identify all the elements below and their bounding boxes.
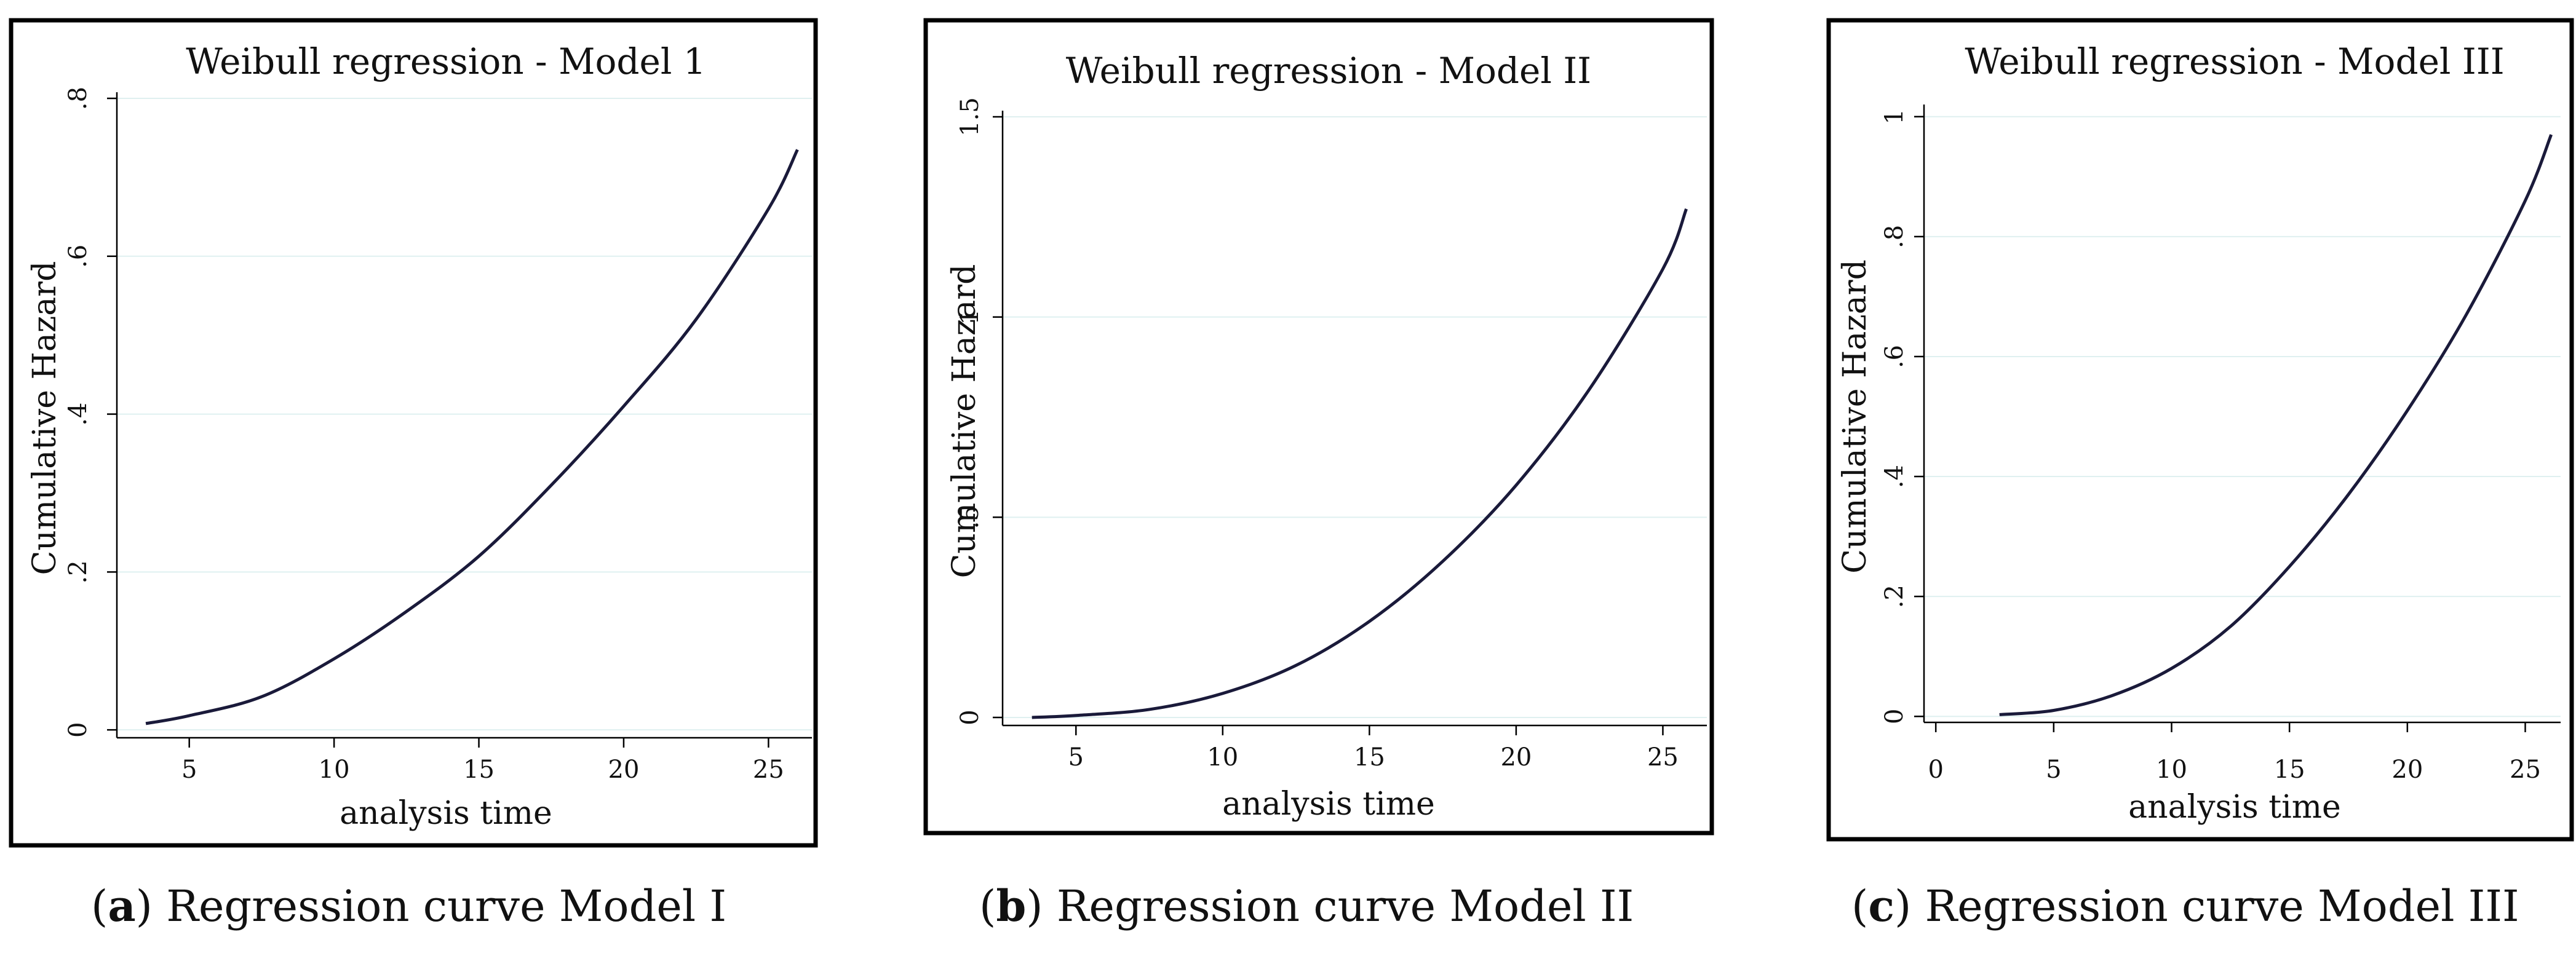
y-tick-label: 0: [1880, 709, 1909, 724]
caption-letter-c: c: [1868, 880, 1894, 931]
y-tick-label: 1: [1880, 109, 1909, 124]
caption-a: (a) Regression curve Model I: [91, 880, 727, 931]
x-tick-label: 15: [463, 756, 495, 784]
chart-frame: [923, 18, 1714, 836]
x-tick-label: 0: [1928, 756, 1943, 784]
x-axis-label: analysis time: [340, 795, 552, 832]
y-tick-label: .6: [64, 245, 92, 268]
y-tick-label: .4: [64, 402, 92, 425]
y-axis-label: Cumulative Hazard: [946, 264, 983, 579]
x-tick-label: 15: [2274, 756, 2305, 784]
y-tick-label: 0: [64, 722, 92, 737]
y-tick-label: .2: [1880, 585, 1909, 608]
caption-text-c: Regression curve Model III: [1925, 881, 2519, 931]
x-tick-label: 15: [1354, 743, 1385, 772]
caption-text-b: Regression curve Model II: [1056, 881, 1634, 931]
y-tick-label: .6: [1880, 345, 1909, 368]
y-tick-label: .8: [64, 87, 92, 110]
y-axis-label: Cumulative Hazard: [1837, 259, 1874, 574]
x-tick-label: 5: [181, 756, 197, 784]
x-axis-label: analysis time: [2128, 789, 2341, 826]
chart-title: Weibull regression - Model III: [1965, 41, 2504, 82]
y-tick-label: .8: [1880, 225, 1909, 248]
x-tick-label: 5: [2046, 756, 2061, 784]
y-tick-label: .5: [956, 505, 984, 529]
x-tick-label: 5: [1068, 743, 1084, 772]
x-tick-label: 10: [319, 756, 350, 784]
y-tick-label: 1.5: [956, 97, 984, 136]
y-axis-label: Cumulative Hazard: [26, 261, 63, 575]
chart-frame: [1826, 18, 2574, 842]
chart-model-2: 0 .5 1 1.5 5 10 15 20 25 Weibull regression - Mod…: [923, 18, 1714, 836]
x-tick-label: 25: [2510, 756, 2541, 784]
y-tick-label: .4: [1880, 465, 1909, 488]
chart-model-1: 0 .2 .4 .6 .8 5 10 15 20 25 Weibull regression - M…: [9, 18, 818, 848]
chart-title: Weibull regression - Model II: [1066, 50, 1591, 92]
x-tick-label: 10: [2156, 756, 2187, 784]
x-tick-label: 20: [1500, 743, 1532, 772]
series-line-0: [145, 149, 799, 725]
y-tick-label: 1: [956, 309, 984, 325]
y-tick-label: 0: [956, 709, 984, 725]
series-line-0: [1032, 208, 1688, 719]
x-tick-label: 20: [608, 756, 640, 784]
x-tick-label: 10: [1207, 743, 1238, 772]
x-tick-label: 20: [2391, 756, 2423, 784]
caption-text-a: Regression curve Model I: [166, 881, 727, 931]
x-axis-label: analysis time: [1222, 786, 1435, 823]
caption-letter-a: a: [108, 880, 136, 931]
series-line-0: [1999, 134, 2553, 716]
x-tick-label: 25: [1647, 743, 1679, 772]
caption-b: (b) Regression curve Model II: [979, 880, 1634, 931]
caption-c: (c) Regression curve Model III: [1851, 880, 2519, 931]
y-tick-label: .2: [64, 560, 92, 583]
chart-title: Weibull regression - Model 1: [186, 41, 706, 82]
caption-letter-b: b: [996, 880, 1027, 931]
chart-frame: [9, 18, 818, 848]
x-tick-label: 25: [753, 756, 784, 784]
